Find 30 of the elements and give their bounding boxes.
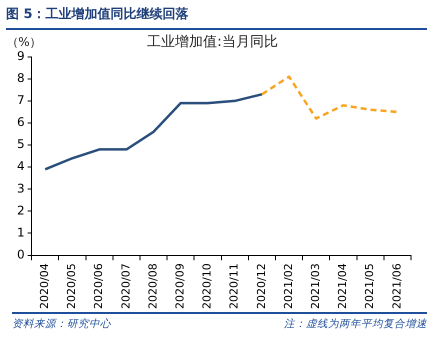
- caption: 图 5：工业增加值同比继续回落: [6, 4, 427, 30]
- y-tick-label: 5: [16, 137, 25, 152]
- x-tick-label: 2020/05: [65, 263, 78, 310]
- x-tick-label: 2020/04: [38, 263, 52, 310]
- y-tick-label: 7: [16, 93, 25, 108]
- x-tick-label: 2021/04: [336, 263, 350, 310]
- x-tick-label: 2020/07: [119, 263, 132, 310]
- line-series: [260, 75, 399, 120]
- y-tick-label: 2: [16, 203, 25, 218]
- y-axis-title: （%）: [6, 34, 42, 49]
- x-tick-label: 2020/10: [200, 263, 214, 310]
- x-tick-label: 2021/06: [390, 263, 404, 310]
- chart-title: 工业增加值:当月同比: [147, 34, 278, 50]
- y-tick-label: 0: [16, 247, 25, 262]
- x-tick-label: 2021/02: [282, 263, 295, 310]
- y-tick-label: 3: [16, 181, 25, 196]
- y-tick-label: 4: [16, 159, 25, 174]
- y-tick-label: 6: [16, 115, 25, 130]
- text: 注：虚线为两年平均复合增速: [284, 317, 427, 331]
- x-tick-label: 2021/03: [309, 263, 322, 310]
- x-tick-label: 2020/12: [254, 263, 268, 310]
- y-tick-label: 9: [16, 48, 25, 63]
- x-tick-label: 2021/05: [363, 263, 376, 310]
- y-tick-label: 1: [16, 225, 25, 240]
- x-tick-label: 2020/06: [92, 263, 106, 310]
- x-tick-label: 2020/11: [228, 263, 241, 310]
- x-tick-label: 2020/09: [174, 263, 187, 310]
- y-tick-label: 8: [16, 70, 25, 85]
- x-tick-label: 2020/08: [146, 263, 160, 310]
- text: 资料来源：研究中心: [12, 317, 111, 331]
